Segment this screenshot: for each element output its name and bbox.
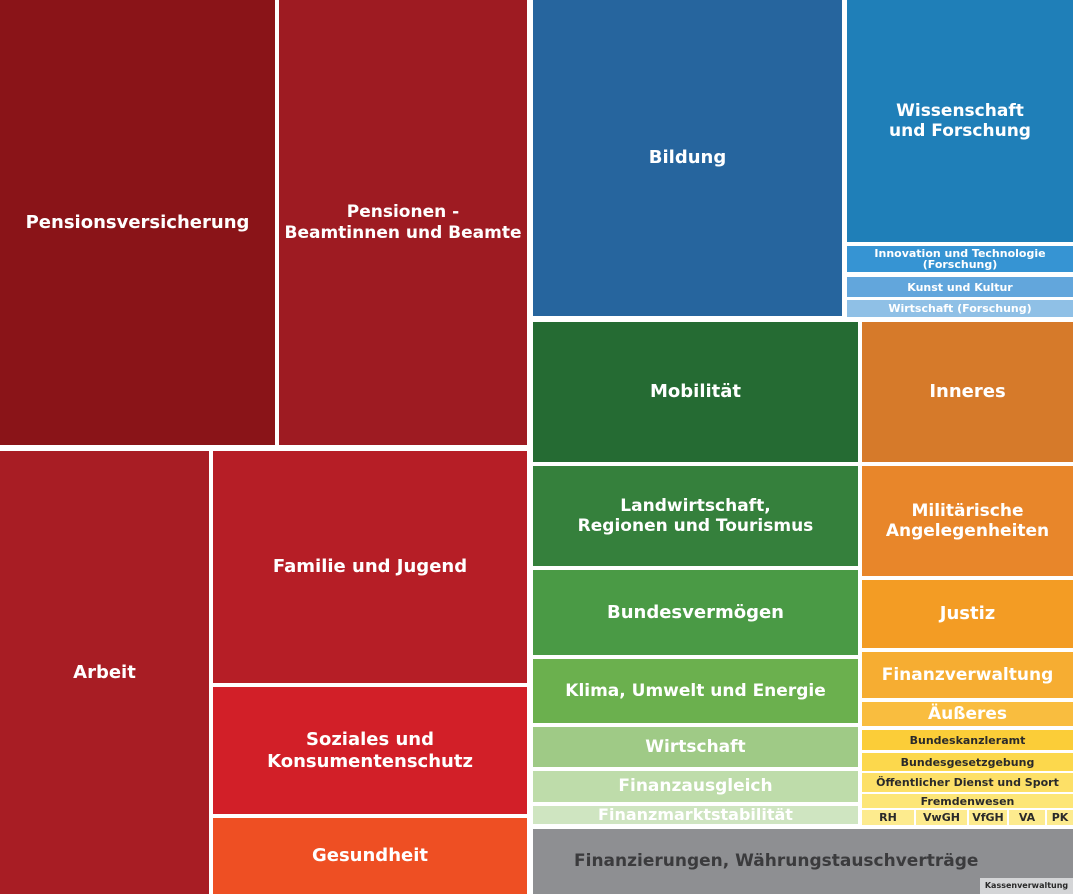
treemap-cell: Finanzierungen, Währungstauschverträge [533, 829, 1073, 894]
treemap-cell-label: Kassenverwaltung [984, 881, 1069, 890]
treemap-cell-label: Militärische Angelegenheiten [885, 500, 1050, 541]
treemap-cell: Landwirtschaft, Regionen und Tourismus [533, 466, 858, 566]
treemap-cell-label: Äußeres [927, 703, 1008, 724]
treemap-cell-label: Bildung [648, 147, 727, 169]
treemap-cell: Äußeres [862, 702, 1073, 726]
treemap-cell-label: Finanzmarktstabilität [598, 806, 793, 824]
treemap-cell: Bundesvermögen [533, 570, 858, 655]
treemap-cell: Militärische Angelegenheiten [862, 466, 1073, 576]
treemap-cell-label: VwGH [923, 811, 960, 824]
treemap-cell-label: Fremdenwesen [920, 794, 1015, 808]
treemap-cell: Familie und Jugend [213, 451, 527, 683]
treemap-cell: PK [1047, 810, 1073, 825]
treemap-cell-label: RH [879, 811, 897, 824]
treemap-cell: Bundesgesetzgebung [862, 753, 1073, 771]
treemap-cell-label: Bundeskanzleramt [909, 733, 1026, 747]
treemap-cell: Innovation und Technologie (Forschung) [847, 246, 1073, 272]
treemap-cell-label: VA [1018, 811, 1036, 824]
treemap-cell-label: Mobilität [649, 381, 742, 403]
treemap-cell-label: Klima, Umwelt und Energie [565, 680, 826, 701]
treemap-cell-label: Inneres [929, 381, 1006, 403]
treemap-cell: Wissenschaft und Forschung [847, 0, 1073, 242]
treemap-cell-label: Justiz [939, 603, 996, 625]
treemap-cell-label: Wissenschaft und Forschung [889, 100, 1031, 141]
treemap-cell: Gesundheit [213, 818, 527, 894]
treemap-cell: Finanzausgleich [533, 771, 858, 802]
treemap-cell-label: Landwirtschaft, Regionen und Tourismus [577, 495, 814, 536]
treemap-cell: VfGH [969, 810, 1007, 825]
treemap-cell-label: Bundesvermögen [606, 601, 784, 623]
treemap-cell-label: Arbeit [73, 661, 136, 683]
treemap-cell: Bildung [533, 0, 842, 316]
treemap-cell: Inneres [862, 322, 1073, 462]
treemap-cell-label: Kunst und Kultur [907, 280, 1013, 294]
treemap-cell-label: Pensionen - Beamtinnen und Beamte [284, 202, 522, 243]
treemap-cell: Mobilität [533, 322, 858, 462]
treemap-cell-label: Gesundheit [311, 845, 428, 867]
treemap-cell: Pensionsversicherung [0, 0, 275, 445]
treemap-cell: RH [862, 810, 914, 825]
treemap-cell-label: VfGH [972, 811, 1004, 824]
treemap-cell-label: Bundesgesetzgebung [900, 755, 1035, 769]
treemap-cell: Soziales und Konsumentenschutz [213, 687, 527, 814]
treemap-cell: Fremdenwesen [862, 794, 1073, 808]
treemap-cell: Kassenverwaltung [980, 878, 1073, 894]
treemap-cell-label: Soziales und Konsumentenschutz [267, 728, 473, 772]
treemap-cell: Kunst und Kultur [847, 277, 1073, 297]
treemap-cell: VA [1009, 810, 1045, 825]
treemap-cell-label: Öffentlicher Dienst und Sport [876, 776, 1059, 789]
treemap-cell-label: Familie und Jugend [272, 556, 468, 578]
treemap-cell: Wirtschaft [533, 727, 858, 767]
treemap-cell: Finanzverwaltung [862, 652, 1073, 698]
treemap-cell: Arbeit [0, 451, 209, 894]
treemap-cell: Pensionen - Beamtinnen und Beamte [279, 0, 527, 445]
treemap-cell: Finanzmarktstabilität [533, 806, 858, 824]
treemap-cell-label: Pensionsversicherung [25, 211, 250, 233]
treemap-cell: Justiz [862, 580, 1073, 648]
treemap-cell-label: PK [1051, 811, 1069, 824]
treemap-cell: Klima, Umwelt und Energie [533, 659, 858, 723]
treemap-cell: Bundeskanzleramt [862, 730, 1073, 750]
treemap-cell: Öffentlicher Dienst und Sport [862, 773, 1073, 792]
treemap-cell: Wirtschaft (Forschung) [847, 300, 1073, 317]
treemap-cell-label: Finanzausgleich [618, 776, 773, 797]
treemap-cell-label: Wirtschaft (Forschung) [888, 302, 1032, 315]
treemap-cell-label: Wirtschaft [645, 736, 746, 757]
treemap-cell-label: Finanzverwaltung [881, 664, 1054, 685]
treemap-cell-label: Finanzierungen, Währungstauschverträge [574, 851, 979, 872]
treemap-cell-label: Innovation und Technologie (Forschung) [874, 247, 1046, 271]
treemap-cell: VwGH [916, 810, 967, 825]
